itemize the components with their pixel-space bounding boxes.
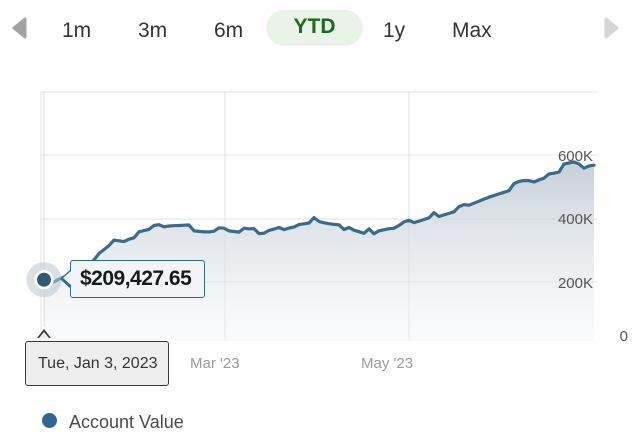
svg-text:600K: 600K bbox=[558, 148, 593, 165]
svg-text:400K: 400K bbox=[558, 211, 593, 228]
svg-text:200K: 200K bbox=[558, 275, 593, 292]
